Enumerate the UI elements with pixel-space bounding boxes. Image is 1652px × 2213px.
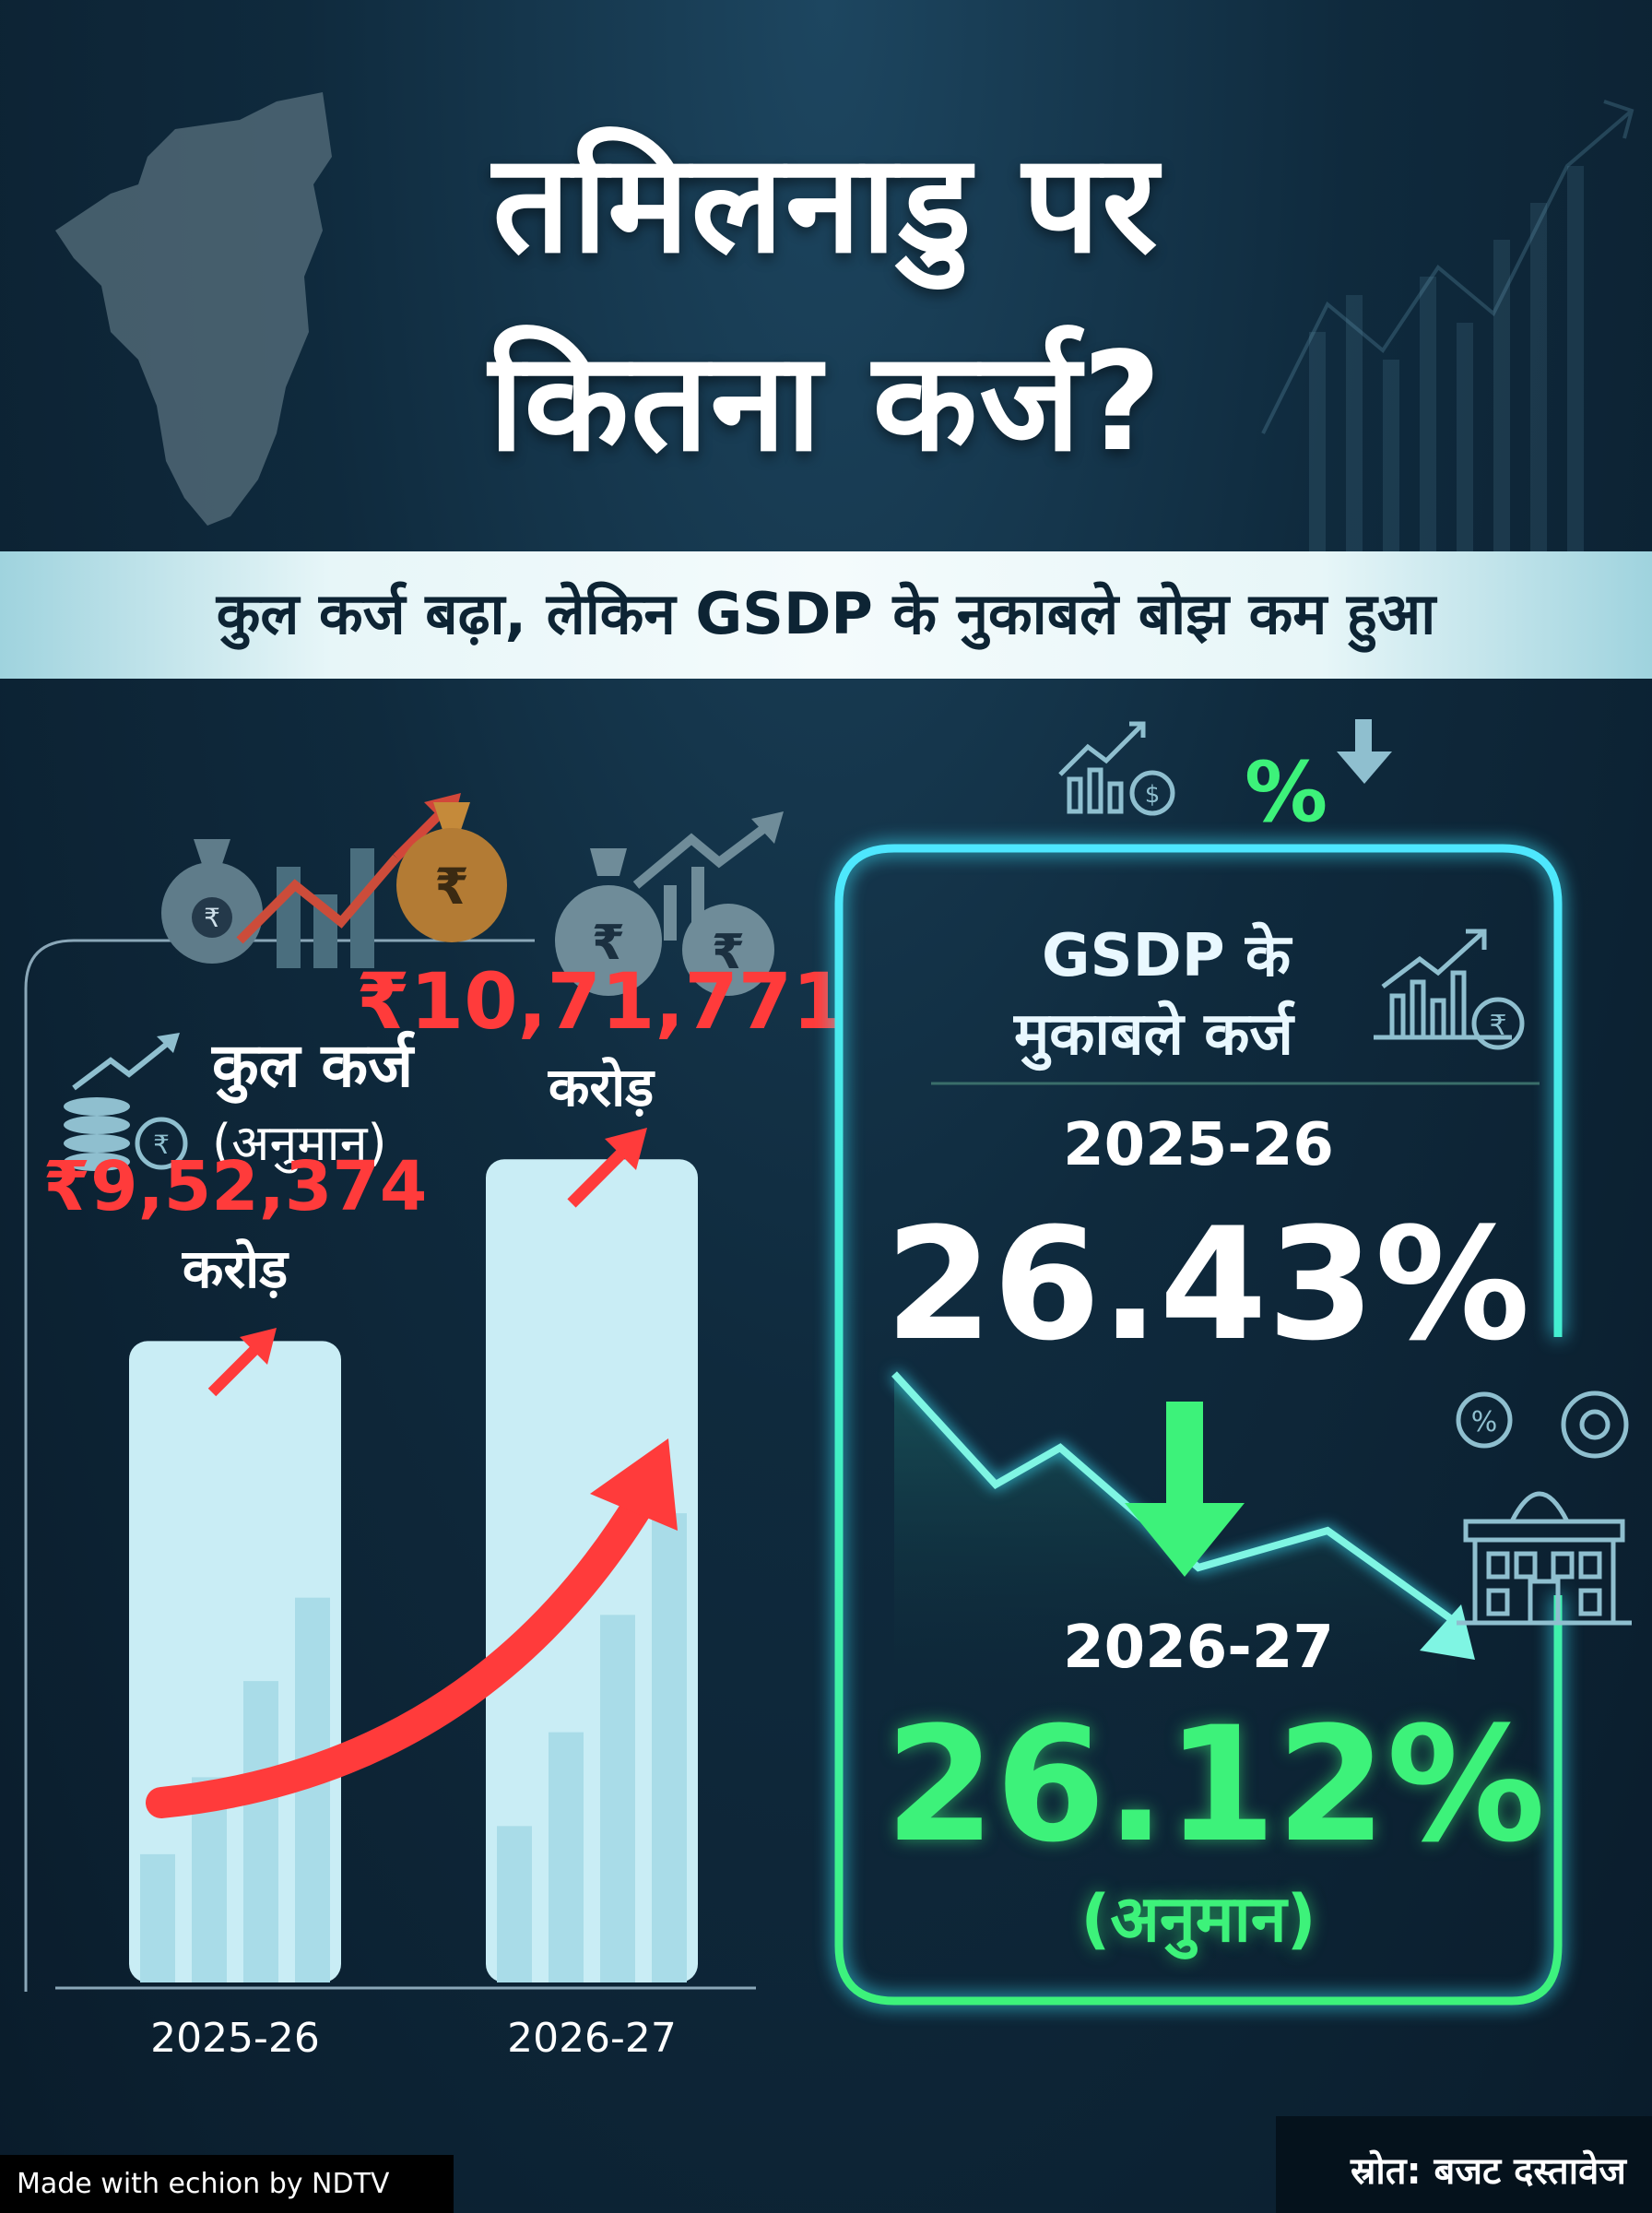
svg-text:₹: ₹ [153, 1130, 170, 1160]
svg-text:₹: ₹ [1489, 1010, 1506, 1042]
trend-arrow-icon [146, 1478, 661, 1818]
gear-icon [1561, 1391, 1629, 1459]
bar-decoration [497, 1826, 532, 1982]
money-bag-gold-icon: ₹ [396, 802, 507, 942]
made-with-credit: Made with echion by NDTV [0, 2155, 454, 2213]
background-graphics [55, 92, 1634, 553]
increase-arrow-icon [207, 1328, 277, 1397]
ratio-value-2026-27-note: (अनुमान) [1080, 1881, 1316, 1957]
svg-text:₹: ₹ [434, 858, 469, 916]
data-label-2025-26: ₹9,52,374 [42, 1147, 428, 1227]
x-tick-label-2025-26: 2025-26 [150, 2015, 320, 2062]
svg-text:₹: ₹ [712, 925, 745, 980]
subtitle-banner [0, 551, 1652, 679]
left-panel-frame: ₹ ₹ ₹ [24, 793, 756, 1992]
page-title-line-1: तमिलनाडु पर [492, 124, 1160, 283]
right-panel-frame: $ % ₹ % [834, 719, 1632, 2006]
right-panel-heading-line-1: GSDP के [1042, 922, 1292, 990]
subtitle: कुल कर्ज बढ़ा, लेकिन GSDP के नुकाबले बोझ… [216, 580, 1436, 647]
coins-rising-icon: ₹ ₹ [555, 811, 784, 996]
left-panel-heading: कुल कर्ज [212, 1030, 414, 1101]
source-box [1276, 2116, 1652, 2213]
bar-2025-26 [129, 1341, 341, 1982]
x-tick-label-2026-27: 2026-27 [507, 2015, 677, 2062]
unit-label-2026-27: करोड़ [548, 1056, 655, 1119]
money-bag-icon: ₹ [161, 839, 263, 964]
ratio-value-2025-26: 26.43% [885, 1194, 1530, 1375]
svg-text:₹: ₹ [592, 916, 625, 971]
increase-arrow-icon-2 [567, 1128, 647, 1208]
decrease-arrow-icon [1125, 1402, 1245, 1577]
bar-decoration [600, 1615, 635, 1982]
svg-text:%: % [1471, 1406, 1498, 1438]
source-label: स्रोत: बजट दस्तावेज [1350, 2150, 1626, 2193]
trend-arrow-head [590, 1438, 678, 1531]
svg-text:₹: ₹ [204, 903, 220, 933]
tamil-nadu-map-icon [55, 92, 332, 526]
bar-decoration [652, 1513, 687, 1982]
ratio-value-2026-27: 26.12% [885, 1692, 1546, 1877]
down-arrow-icon [1337, 719, 1392, 784]
chart-rupee-icon: ₹ [1374, 929, 1525, 1050]
government-building-icon: % [1456, 1391, 1632, 1626]
bar-decoration [243, 1681, 278, 1982]
ratio-year-2025-26: 2025-26 [1063, 1111, 1334, 1179]
bar-decoration [549, 1732, 584, 1982]
page-title-line-2: कितना कर्ज? [489, 323, 1163, 481]
percent-icon: % [1245, 744, 1328, 841]
background-trend-icon [1261, 100, 1634, 434]
debt-bar-chart [129, 1159, 698, 1982]
unit-label-2025-26: करोड़ [182, 1237, 289, 1301]
coin-stack-icon: ₹ [64, 1033, 188, 1171]
data-label-2026-27: ₹10,71,771 [356, 956, 846, 1047]
left-panel-heading-note: (अनुमान) [212, 1114, 387, 1172]
rising-chart-dollar-icon: $ [1058, 721, 1175, 816]
right-panel-heading-line-2: मुकाबले कर्ज [1014, 1000, 1293, 1069]
svg-text:$: $ [1145, 781, 1161, 809]
bar-decoration [140, 1853, 175, 1982]
ratio-year-2026-27: 2026-27 [1063, 1614, 1334, 1682]
